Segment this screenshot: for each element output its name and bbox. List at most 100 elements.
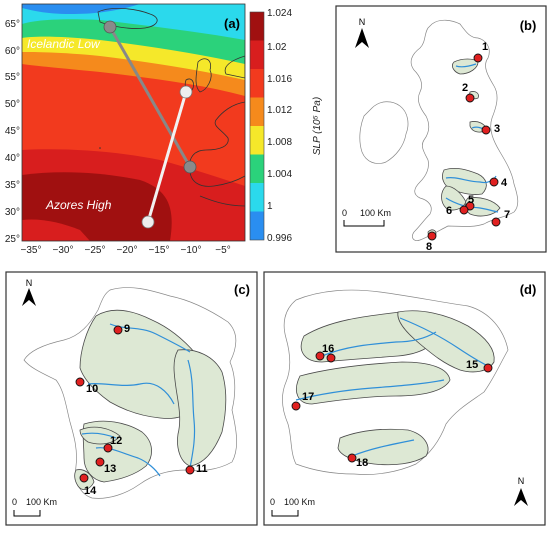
site-label: 17 — [302, 391, 314, 403]
site-marker — [326, 353, 336, 363]
site-marker — [481, 125, 491, 135]
africa-outline — [199, 195, 245, 207]
site-label: 3 — [494, 123, 500, 135]
basin-tagus — [296, 361, 451, 405]
river — [455, 63, 477, 68]
site-label: 10 — [86, 383, 98, 395]
colorbar-swatch — [250, 126, 264, 155]
panel-a-y-axis: 65° 60° 55° 50° 45° 40° 35° 30° 25° — [5, 19, 20, 245]
colorbar-tick: 1.004 — [267, 169, 292, 180]
x-tick: −35° — [21, 245, 42, 256]
azores-islets — [99, 147, 101, 149]
slp-band-1020-south — [22, 219, 90, 241]
iberia-france-outline — [189, 101, 245, 187]
site-label: 2 — [462, 82, 468, 94]
x-tick: −25° — [85, 245, 106, 256]
site-label: 9 — [124, 323, 130, 335]
panel-a-slp-map: Icelandic Low Azores High (a) 65° 60° 55… — [5, 3, 323, 256]
river-ebro — [399, 317, 489, 367]
site-label: 1 — [482, 41, 488, 53]
colorbar-swatch — [250, 69, 264, 98]
scale-bar-c: 0 100 Km — [12, 497, 57, 517]
colorbar-title: SLP (10⁵ Pa) — [312, 97, 323, 155]
north-label: N — [359, 17, 366, 27]
colorbar-tick: 1.008 — [267, 137, 292, 148]
river-guadalquivir — [351, 439, 415, 457]
panel-c-label: (c) — [234, 282, 250, 297]
site-label: 12 — [110, 435, 122, 447]
x-tick: −10° — [181, 245, 202, 256]
index-node-north-white — [179, 85, 193, 99]
site-label: 5 — [468, 194, 474, 206]
site-marker — [427, 231, 437, 241]
scale-bar-b: 0 100 Km — [342, 208, 391, 227]
colorbar-frame — [249, 11, 265, 241]
colorbar-swatch — [250, 211, 264, 240]
y-tick: 50° — [5, 99, 20, 110]
colorbar-swatch — [250, 97, 264, 126]
index-node-south-grey — [183, 160, 197, 174]
river-rhone — [187, 359, 196, 469]
x-tick: −30° — [53, 245, 74, 256]
north-arrow-icon — [514, 488, 528, 506]
panel-d-iberia-map: (d) 16 15 17 18 N 0 100 Km — [263, 271, 546, 526]
scale-bar-line — [271, 510, 299, 517]
y-tick: 55° — [5, 72, 20, 83]
y-tick: 45° — [5, 126, 20, 137]
ireland-outline — [359, 101, 409, 164]
site-label: 14 — [84, 485, 97, 497]
colorbar-tick: 1.016 — [267, 74, 292, 85]
north-arrow-c: N — [22, 278, 36, 306]
site-label: 8 — [426, 241, 432, 253]
y-tick: 35° — [5, 180, 20, 191]
site-marker — [315, 351, 325, 361]
site-label: 7 — [504, 209, 510, 221]
colorbar-tick: 1 — [267, 201, 273, 212]
site-marker — [489, 177, 499, 187]
britain-outline — [195, 58, 212, 93]
y-tick: 30° — [5, 207, 20, 218]
index-node-south-white — [141, 215, 155, 229]
site-label: 13 — [104, 463, 116, 475]
panel-c-france-map: (c) N 9 10 11 12 13 14 0 — [5, 271, 258, 526]
river-loire — [87, 382, 175, 405]
scandinavia-outline — [224, 55, 245, 79]
site-label: 6 — [446, 205, 452, 217]
panel-b-label: (b) — [520, 18, 537, 33]
y-tick: 65° — [5, 19, 20, 30]
basin-charente — [79, 426, 121, 445]
river-charente — [81, 432, 117, 439]
azores-high-label: Azores High — [45, 198, 112, 212]
y-tick: 25° — [5, 234, 20, 245]
slp-colorbar: 1.024 1.02 1.016 1.012 1.008 1.004 1 0.9… — [249, 8, 323, 244]
site-marker — [347, 453, 357, 463]
great-britain-outline — [410, 19, 519, 241]
panel-a-x-axis: −35° −30° −25° −20° −15° −10° −5° — [21, 245, 231, 256]
site-marker — [185, 465, 195, 475]
site-marker — [113, 325, 123, 335]
panel-d-label: (d) — [520, 282, 537, 297]
site-marker — [291, 401, 301, 411]
site-label: 11 — [196, 463, 208, 475]
site-marker — [459, 205, 469, 215]
scale-label: 100 Km — [360, 208, 391, 218]
scale-zero: 0 — [342, 208, 347, 218]
colorbar-swatch — [250, 154, 264, 183]
scale-label: 100 Km — [26, 497, 57, 507]
colorbar-tick: 1.012 — [267, 105, 292, 116]
north-arrow-icon — [355, 28, 369, 48]
scale-bar-line — [343, 220, 385, 227]
site-marker — [491, 217, 501, 227]
north-label: N — [26, 278, 33, 288]
scale-zero: 0 — [270, 497, 275, 507]
scale-label: 100 Km — [284, 497, 315, 507]
site-marker — [95, 457, 105, 467]
river-seine — [109, 323, 191, 353]
north-arrow-b: N — [355, 17, 369, 48]
river — [445, 197, 465, 207]
colorbar-tick: 1.02 — [267, 42, 287, 53]
index-line-grey — [108, 26, 192, 168]
site-label: 4 — [501, 177, 508, 189]
slp-band-996 — [22, 4, 140, 14]
